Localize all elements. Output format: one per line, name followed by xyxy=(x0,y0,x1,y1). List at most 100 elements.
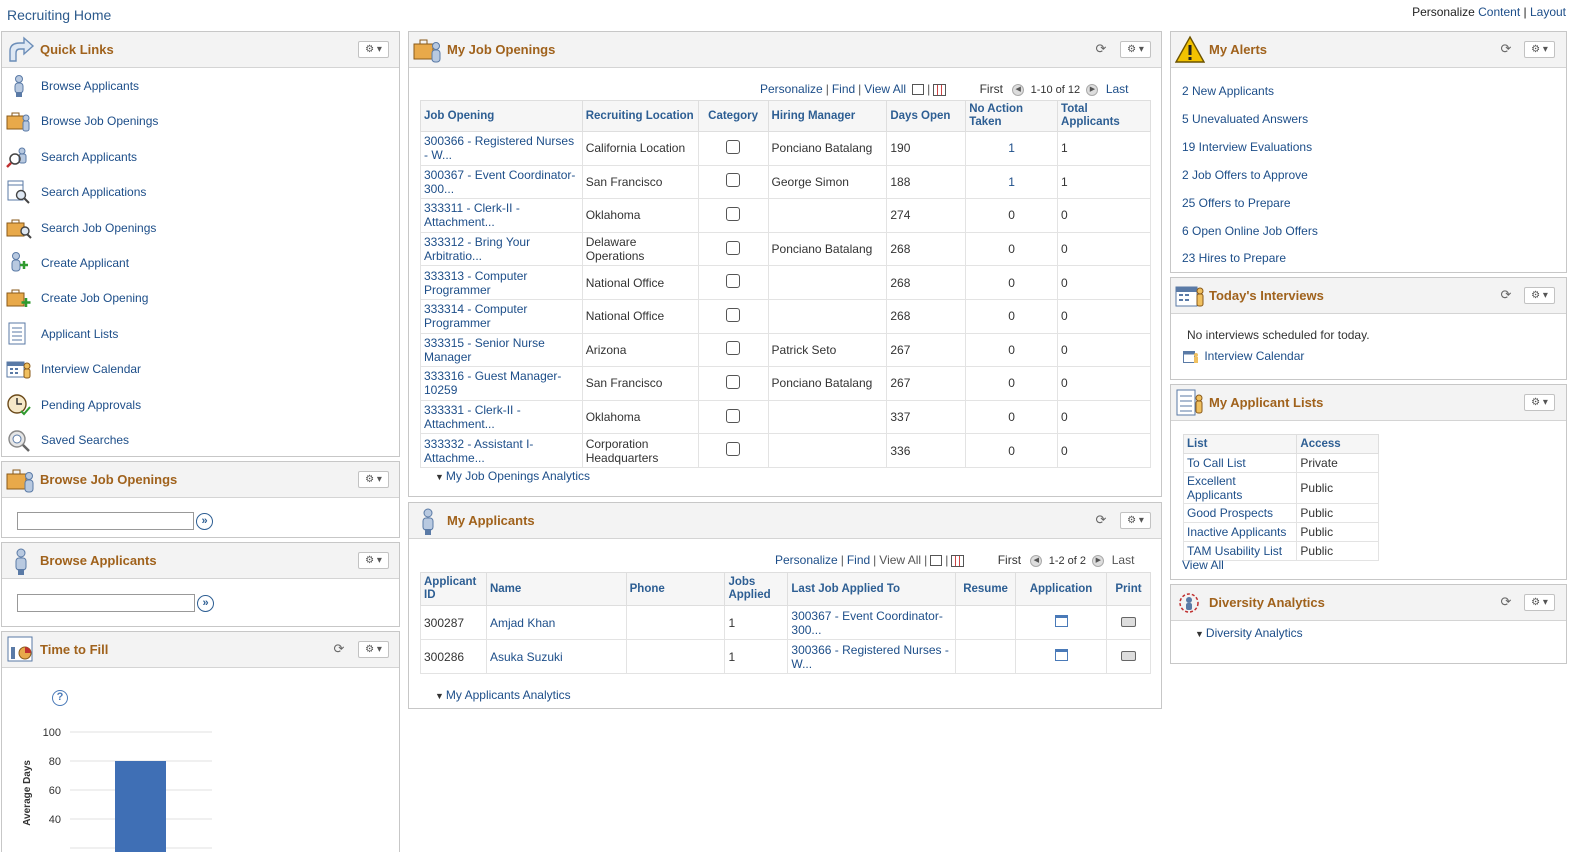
applicants-analytics-link[interactable]: ▼ My Applicants Analytics xyxy=(435,688,571,702)
category-checkbox[interactable] xyxy=(726,274,741,289)
column-header[interactable]: Job Opening xyxy=(420,100,583,132)
find-link[interactable]: Find xyxy=(831,82,856,96)
column-header[interactable]: Category xyxy=(697,100,769,132)
personalize-link[interactable]: Personalize xyxy=(775,553,838,567)
category-checkbox[interactable] xyxy=(726,374,741,389)
help-icon[interactable]: ? xyxy=(52,690,68,706)
alert-hires-prepare[interactable]: 23 Hires to Prepare xyxy=(1182,251,1287,265)
alert-interview-evaluations[interactable]: 19 Interview Evaluations xyxy=(1182,140,1313,154)
category-checkbox[interactable] xyxy=(726,341,741,356)
job-openings-analytics-link[interactable]: ▼ My Job Openings Analytics xyxy=(435,469,590,483)
column-header[interactable]: Application xyxy=(1015,572,1107,606)
job-opening-link[interactable]: 333316 - Guest Manager-10259 xyxy=(424,369,562,398)
quick-link-search-job-openings[interactable]: Search Job Openings xyxy=(2,210,399,245)
applicant-list-link[interactable]: To Call List xyxy=(1187,456,1246,470)
column-header[interactable]: Hiring Manager xyxy=(767,100,888,132)
column-header[interactable]: Days Open xyxy=(886,100,967,132)
job-opening-link[interactable]: 333315 - Senior Nurse Manager xyxy=(424,335,545,364)
personalize-layout-link[interactable]: Layout xyxy=(1529,5,1566,19)
printer-icon[interactable] xyxy=(1120,650,1136,661)
browse-job-openings-settings-button[interactable]: ⚙ ▾ xyxy=(358,471,389,488)
column-header[interactable]: Name xyxy=(485,572,627,606)
applicant-list-link[interactable]: TAM Usability List xyxy=(1187,544,1283,558)
applicant-name-link[interactable]: Amjad Khan xyxy=(489,615,556,630)
column-header[interactable]: Resume xyxy=(955,572,1017,606)
category-checkbox[interactable] xyxy=(726,408,741,423)
previous-icon[interactable]: ◀ xyxy=(1030,554,1043,567)
alert-open-online-offers[interactable]: 6 Open Online Job Offers xyxy=(1182,224,1318,238)
last-link[interactable]: Last xyxy=(1105,82,1129,96)
alert-job-offers-approve[interactable]: 2 Job Offers to Approve xyxy=(1182,168,1308,182)
column-header[interactable]: Print xyxy=(1105,572,1152,606)
applicant-list-link[interactable]: Inactive Applicants xyxy=(1187,525,1287,539)
quick-link-pending-approvals[interactable]: Pending Approvals xyxy=(2,387,399,422)
download-icon[interactable] xyxy=(951,554,965,567)
job-opening-link[interactable]: 300367 - Event Coordinator-300... xyxy=(424,167,576,196)
column-header[interactable]: Phone xyxy=(625,572,726,606)
last-job-link[interactable]: 300367 - Event Coordinator-300... xyxy=(791,608,943,637)
applicant-lists-view-all-link[interactable]: View All xyxy=(1182,558,1224,572)
category-checkbox[interactable] xyxy=(726,307,741,322)
applicant-lists-settings-button[interactable]: ⚙ ▾ xyxy=(1524,394,1555,411)
category-checkbox[interactable] xyxy=(726,206,741,221)
job-opening-link[interactable]: 333332 - Assistant I-Attachme... xyxy=(424,436,534,465)
find-link[interactable]: Find xyxy=(846,553,871,567)
no-action-link[interactable]: 1 xyxy=(1008,174,1015,189)
quick-link-saved-searches[interactable]: Saved Searches xyxy=(2,422,399,457)
next-icon[interactable]: ▶ xyxy=(1092,554,1105,567)
browse-applicants-input[interactable] xyxy=(17,594,195,612)
personalize-content-link[interactable]: Content xyxy=(1478,5,1521,19)
next-icon[interactable]: ▶ xyxy=(1086,83,1099,96)
job-opening-link[interactable]: 333331 - Clerk-II - Attachment... xyxy=(424,403,521,432)
refresh-icon[interactable]: ⟳ xyxy=(333,641,345,656)
applicant-name-link[interactable]: Asuka Suzuki xyxy=(489,649,563,664)
quick-link-browse-applicants[interactable]: Browse Applicants xyxy=(2,68,399,103)
quick-links-settings-button[interactable]: ⚙ ▾ xyxy=(358,41,389,58)
category-checkbox[interactable] xyxy=(726,442,741,457)
column-header[interactable]: Access xyxy=(1296,434,1379,454)
column-header[interactable]: List xyxy=(1182,434,1298,454)
application-icon[interactable] xyxy=(1054,615,1068,627)
column-header[interactable]: Total Applicants xyxy=(1057,100,1151,132)
browse-applicants-go-button[interactable]: » xyxy=(197,595,214,612)
column-header[interactable]: No Action Taken xyxy=(965,100,1059,132)
applicant-list-link[interactable]: Excellent Applicants xyxy=(1187,474,1243,502)
previous-icon[interactable]: ◀ xyxy=(1012,83,1025,96)
time-to-fill-settings-button[interactable]: ⚙ ▾ xyxy=(358,641,389,658)
job-opening-link[interactable]: 333313 - Computer Programmer xyxy=(424,268,528,297)
alerts-settings-button[interactable]: ⚙ ▾ xyxy=(1524,41,1555,58)
interview-calendar-link[interactable]: Interview Calendar xyxy=(1183,349,1304,364)
zoom-icon[interactable] xyxy=(912,84,925,96)
browse-applicants-settings-button[interactable]: ⚙ ▾ xyxy=(358,552,389,569)
quick-link-browse-job-openings[interactable]: Browse Job Openings xyxy=(2,103,399,138)
job-openings-settings-button[interactable]: ⚙ ▾ xyxy=(1120,41,1151,58)
view-all-link[interactable]: View All xyxy=(864,82,907,96)
browse-job-openings-go-button[interactable]: » xyxy=(196,513,213,530)
browse-job-openings-input[interactable] xyxy=(17,512,194,530)
column-header[interactable]: Recruiting Location xyxy=(581,100,699,132)
job-opening-link[interactable]: 300366 - Registered Nurses - W... xyxy=(424,134,575,163)
column-header[interactable]: Applicant ID xyxy=(420,572,487,606)
refresh-icon[interactable]: ⟳ xyxy=(1500,594,1512,609)
category-checkbox[interactable] xyxy=(726,173,741,188)
job-opening-link[interactable]: 333312 - Bring Your Arbitratio... xyxy=(424,235,531,264)
quick-link-create-applicant[interactable]: Create Applicant xyxy=(2,245,399,280)
alert-new-applicants[interactable]: 2 New Applicants xyxy=(1182,84,1275,98)
diversity-settings-button[interactable]: ⚙ ▾ xyxy=(1524,594,1555,611)
interviews-settings-button[interactable]: ⚙ ▾ xyxy=(1524,287,1555,304)
diversity-analytics-link[interactable]: ▼ Diversity Analytics xyxy=(1195,626,1303,640)
personalize-link[interactable]: Personalize xyxy=(760,82,823,96)
column-header[interactable]: Jobs Applied xyxy=(724,572,789,606)
quick-link-create-job-opening[interactable]: Create Job Opening xyxy=(2,280,399,315)
alert-offers-prepare[interactable]: 25 Offers to Prepare xyxy=(1182,196,1291,210)
quick-link-interview-calendar[interactable]: Interview Calendar xyxy=(2,351,399,386)
alert-unevaluated-answers[interactable]: 5 Unevaluated Answers xyxy=(1182,112,1309,126)
printer-icon[interactable] xyxy=(1120,616,1136,627)
job-opening-link[interactable]: 333314 - Computer Programmer xyxy=(424,302,528,331)
category-checkbox[interactable] xyxy=(726,240,741,255)
applicant-list-link[interactable]: Good Prospects xyxy=(1187,506,1274,520)
refresh-icon[interactable]: ⟳ xyxy=(1500,41,1512,56)
no-action-link[interactable]: 1 xyxy=(1008,141,1015,156)
applicants-settings-button[interactable]: ⚙ ▾ xyxy=(1120,512,1151,529)
quick-link-search-applicants[interactable]: Search Applicants xyxy=(2,139,399,174)
